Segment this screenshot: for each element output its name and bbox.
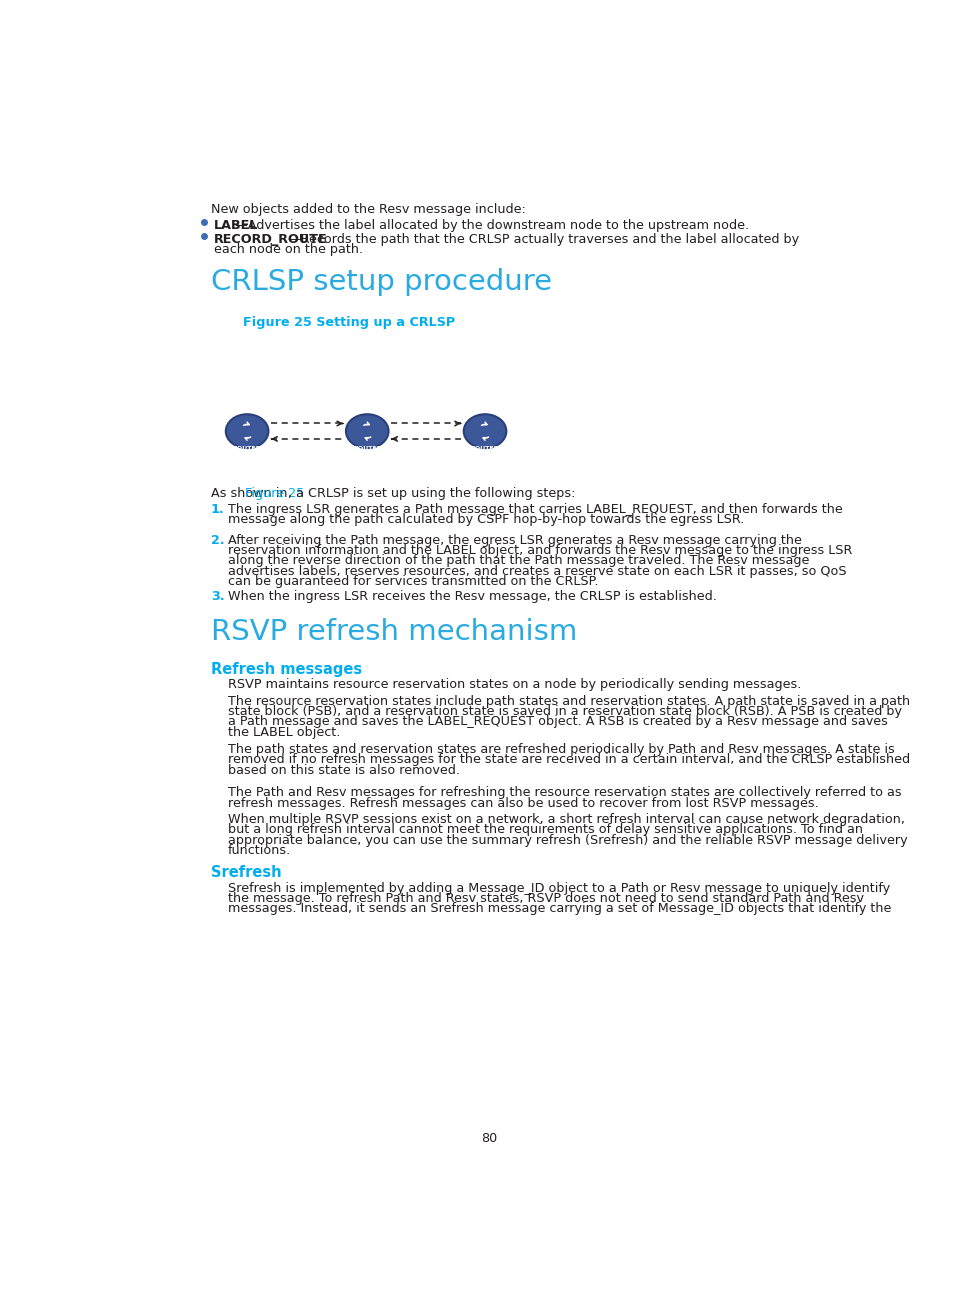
Text: but a long refresh interval cannot meet the requirements of delay sensitive appl: but a long refresh interval cannot meet …	[228, 823, 862, 836]
Text: LABEL: LABEL	[213, 219, 258, 232]
Text: message along the path calculated by CSPF hop-by-hop towards the egress LSR.: message along the path calculated by CSP…	[228, 513, 743, 526]
Text: CRLSP setup procedure: CRLSP setup procedure	[211, 268, 551, 295]
Text: refresh messages. Refresh messages can also be used to recover from lost RSVP me: refresh messages. Refresh messages can a…	[228, 797, 818, 810]
Text: each node on the path.: each node on the path.	[213, 244, 362, 257]
Text: Refresh messages: Refresh messages	[211, 662, 361, 678]
Ellipse shape	[463, 415, 506, 448]
Text: After receiving the Path message, the egress LSR generates a Resv message carryi: After receiving the Path message, the eg…	[228, 534, 801, 547]
Text: can be guaranteed for services transmitted on the CRLSP.: can be guaranteed for services transmitt…	[228, 575, 598, 588]
Text: The ingress LSR generates a Path message that carries LABEL_REQUEST, and then fo: The ingress LSR generates a Path message…	[228, 503, 841, 516]
Text: RECORD_ROUTE: RECORD_ROUTE	[213, 233, 327, 246]
Text: New objects added to the Resv message include:: New objects added to the Resv message in…	[211, 203, 525, 216]
Text: RSVP refresh mechanism: RSVP refresh mechanism	[211, 617, 577, 645]
Text: When multiple RSVP sessions exist on a network, a short refresh interval can cau: When multiple RSVP sessions exist on a n…	[228, 813, 903, 826]
Text: advertises labels, reserves resources, and creates a reserve state on each LSR i: advertises labels, reserves resources, a…	[228, 565, 845, 578]
Text: As shown in: As shown in	[211, 486, 291, 500]
Text: functions.: functions.	[228, 844, 291, 857]
Text: the message. To refresh Path and Resv states, RSVP does not need to send standar: the message. To refresh Path and Resv st…	[228, 892, 862, 905]
Text: The resource reservation states include path states and reservation states. A pa: The resource reservation states include …	[228, 695, 909, 708]
Text: ROUTER: ROUTER	[471, 446, 498, 451]
Text: The Path and Resv messages for refreshing the resource reservation states are co: The Path and Resv messages for refreshin…	[228, 787, 901, 800]
Text: along the reverse direction of the path that the Path message traveled. The Resv: along the reverse direction of the path …	[228, 555, 808, 568]
Text: based on this state is also removed.: based on this state is also removed.	[228, 763, 459, 776]
Text: Srefresh: Srefresh	[211, 864, 281, 880]
Text: reservation information and the LABEL object, and forwards the Resv message to t: reservation information and the LABEL ob…	[228, 544, 851, 557]
Text: RSVP maintains resource reservation states on a node by periodically sending mes: RSVP maintains resource reservation stat…	[228, 678, 801, 691]
Text: a Path message and saves the LABEL_REQUEST object. A RSB is created by a Resv me: a Path message and saves the LABEL_REQUE…	[228, 715, 886, 728]
Text: appropriate balance, you can use the summary refresh (Srefresh) and the reliable: appropriate balance, you can use the sum…	[228, 833, 906, 846]
Text: Figure 25: Figure 25	[245, 486, 304, 500]
Text: state block (PSB), and a reservation state is saved in a reservation state block: state block (PSB), and a reservation sta…	[228, 705, 901, 718]
Text: 1.: 1.	[211, 503, 224, 516]
Text: The path states and reservation states are refreshed periodically by Path and Re: The path states and reservation states a…	[228, 743, 894, 756]
Text: the LABEL object.: the LABEL object.	[228, 726, 340, 739]
Ellipse shape	[346, 415, 388, 448]
Text: 80: 80	[480, 1131, 497, 1144]
Text: , a CRLSP is set up using the following steps:: , a CRLSP is set up using the following …	[288, 486, 575, 500]
Text: 2.: 2.	[211, 534, 224, 547]
Text: ROUTER: ROUTER	[233, 446, 261, 451]
Text: Figure 25 Setting up a CRLSP: Figure 25 Setting up a CRLSP	[243, 316, 455, 329]
Text: removed if no refresh messages for the state are received in a certain interval,: removed if no refresh messages for the s…	[228, 753, 909, 766]
Ellipse shape	[226, 415, 268, 448]
Text: —Advertises the label allocated by the downstream node to the upstream node.: —Advertises the label allocated by the d…	[235, 219, 749, 232]
Text: messages. Instead, it sends an Srefresh message carrying a set of Message_ID obj: messages. Instead, it sends an Srefresh …	[228, 902, 890, 915]
Text: Srefresh is implemented by adding a Message_ID object to a Path or Resv message : Srefresh is implemented by adding a Mess…	[228, 881, 889, 894]
Text: When the ingress LSR receives the Resv message, the CRLSP is established.: When the ingress LSR receives the Resv m…	[228, 590, 716, 603]
Text: 3.: 3.	[211, 590, 224, 603]
Text: ROUTER: ROUTER	[353, 446, 381, 451]
Text: —Records the path that the CRLSP actually traverses and the label allocated by: —Records the path that the CRLSP actuall…	[288, 233, 799, 246]
